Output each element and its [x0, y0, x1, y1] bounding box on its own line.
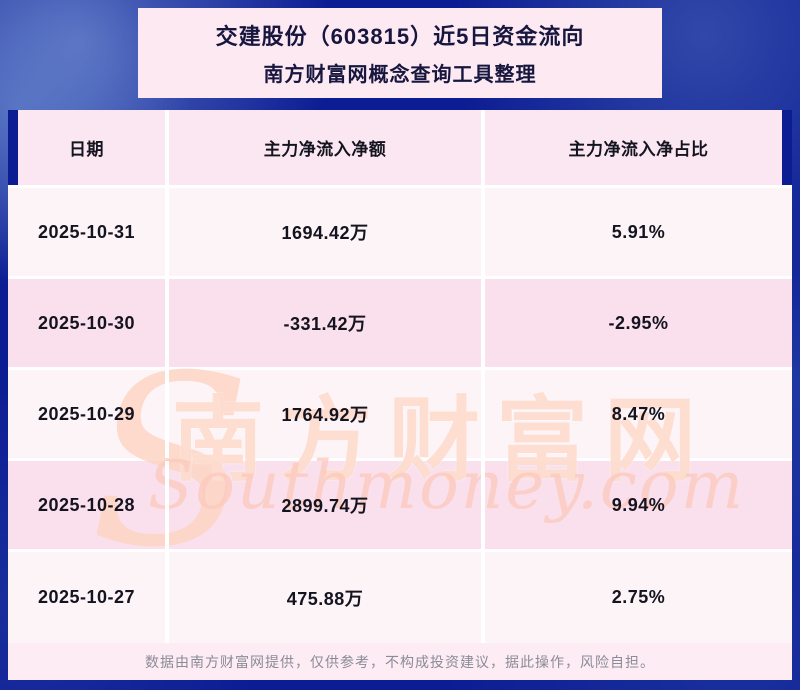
cell-date: 2025-10-27 — [37, 587, 136, 607]
table-row: 2025-10-31 1694.42万 5.91% — [8, 188, 792, 279]
header-ratio: 主力净流入净占比 — [481, 110, 792, 185]
cell-date: 2025-10-29 — [37, 403, 136, 424]
cell-amount: 1694.42万 — [165, 188, 481, 276]
cell-ratio: -2.95% — [481, 279, 792, 367]
table-row: 2025-10-28 2899.74万 9.94% — [8, 461, 792, 552]
cell-date: 2025-10-30 — [37, 312, 136, 333]
cell-date: 2025-10-28 — [37, 494, 136, 515]
table-header-row: 日期 主力净流入净额 主力净流入净占比 — [8, 110, 792, 188]
cell-amount: 2899.74万 — [165, 461, 481, 549]
table-row: 2025-10-29 1764.92万 8.47% — [8, 370, 792, 461]
cell-ratio: 9.94% — [481, 461, 792, 549]
title-banner: 交建股份（603815）近5日资金流向 南方财富网概念查询工具整理 — [138, 8, 662, 98]
header-amount: 主力净流入净额 — [165, 110, 481, 185]
page-subtitle: 南方财富网概念查询工具整理 — [263, 64, 537, 86]
cell-ratio: 2.75% — [481, 552, 792, 643]
cell-ratio: 5.91% — [481, 188, 792, 276]
page-title: 交建股份（603815）近5日资金流向 — [215, 24, 585, 49]
table-row: 2025-10-30 -331.42万 -2.95% — [8, 279, 792, 370]
cell-amount: 1764.92万 — [165, 370, 481, 458]
cell-ratio: 8.47% — [481, 370, 792, 458]
cell-date: 2025-10-31 — [37, 221, 136, 242]
cell-amount: 475.88万 — [165, 552, 481, 643]
fund-flow-table: 日期 主力净流入净额 主力净流入净占比 2025-10-31 1694.42万 … — [8, 110, 792, 643]
table-row: 2025-10-27 475.88万 2.75% — [8, 552, 792, 643]
header-date: 日期 — [69, 140, 104, 159]
cell-amount: -331.42万 — [165, 279, 481, 367]
footer-note: 数据由南方财富网提供，仅供参考，不构成投资建议，据此操作，风险自担。 — [8, 643, 792, 680]
